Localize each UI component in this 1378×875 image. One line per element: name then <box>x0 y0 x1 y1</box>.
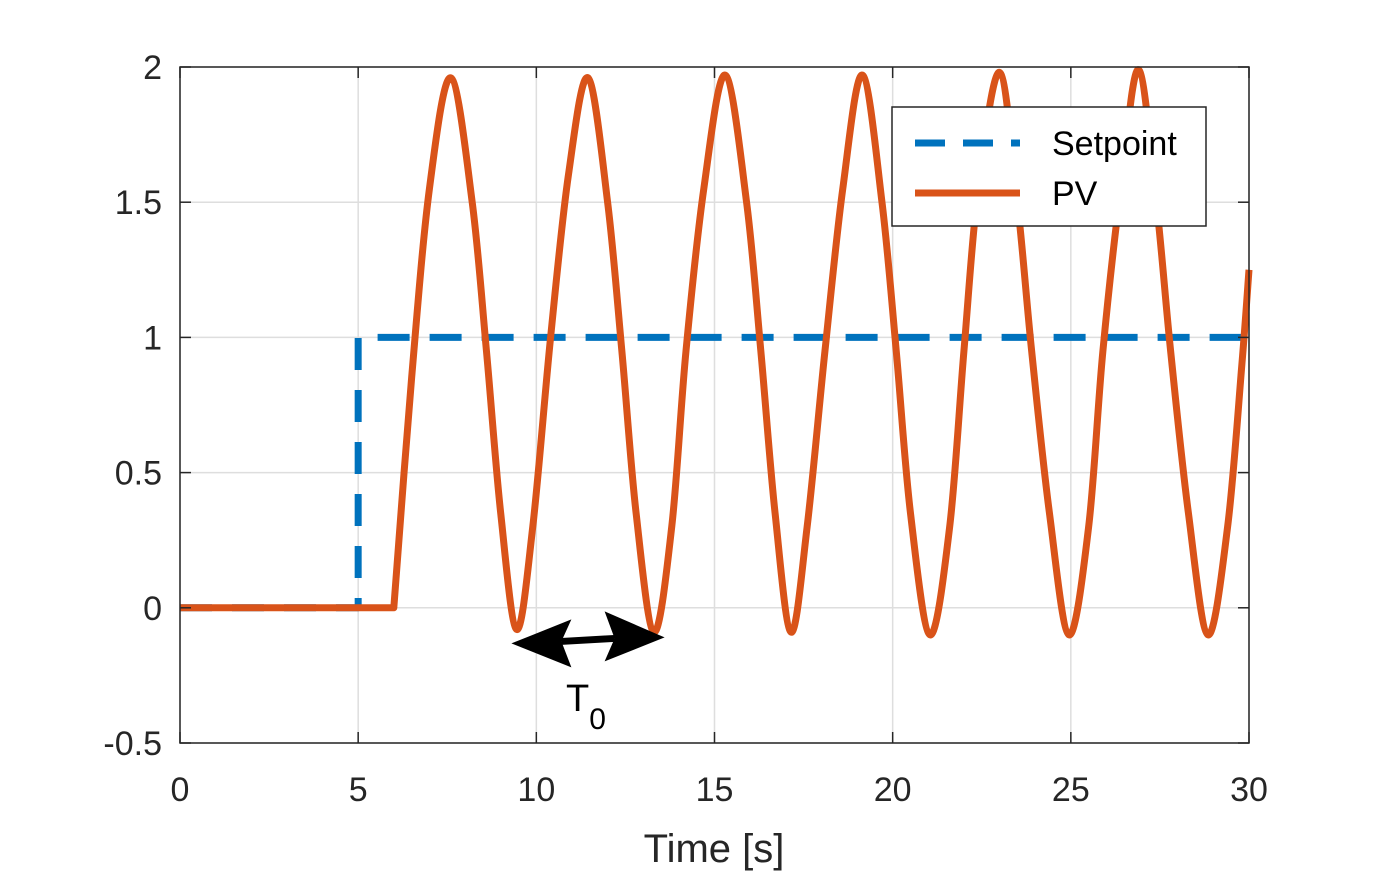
x-tick-label: 25 <box>1052 771 1090 809</box>
period-arrow-head-right <box>604 611 665 662</box>
legend-box <box>891 106 1207 227</box>
x-tick-label: 30 <box>1230 771 1268 809</box>
x-tick-label: 5 <box>349 771 368 809</box>
y-tick-label: 1.5 <box>115 184 162 222</box>
tick-labels: 0 5 10 15 20 25 30-0.500.511.52 <box>103 49 1268 809</box>
period-label: T0 <box>566 678 606 736</box>
legend: Setpoint PV <box>891 106 1207 227</box>
series-layer <box>180 66 1253 639</box>
x-tick-label: 15 <box>696 771 734 809</box>
y-tick-label: 1 <box>143 319 162 357</box>
period-label-subscript: 0 <box>589 703 606 736</box>
y-tick-label: -0.5 <box>103 725 162 763</box>
legend-label-setpoint: Setpoint <box>1052 125 1177 163</box>
y-tick-label: 0.5 <box>115 455 162 493</box>
period-label-main: T <box>566 678 589 720</box>
series-line-pv <box>180 66 1253 639</box>
period-annotation: T0 <box>511 611 665 736</box>
period-arrow-head-left <box>511 619 572 668</box>
ticks <box>179 66 1250 744</box>
y-tick-label: 2 <box>143 49 162 87</box>
legend-label-pv: PV <box>1052 175 1098 213</box>
series-line-setpoint <box>180 333 1249 612</box>
x-tick-label: 20 <box>874 771 912 809</box>
x-axis-label: Time [s] <box>644 827 785 871</box>
x-tick-label: 10 <box>517 771 555 809</box>
x-tick-label: 0 <box>171 771 190 809</box>
period-arrow-shaft <box>561 634 615 645</box>
y-tick-label: 0 <box>143 590 162 628</box>
